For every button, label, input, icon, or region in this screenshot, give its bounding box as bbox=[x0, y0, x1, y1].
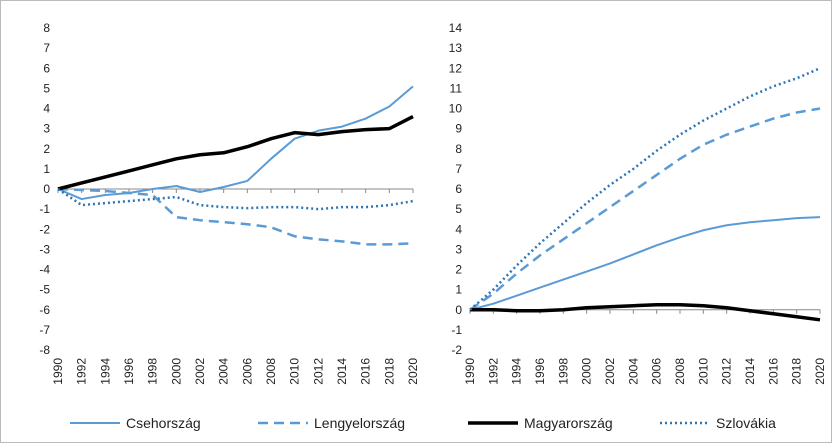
x-tick-label: 2012 bbox=[720, 358, 734, 385]
x-tick-label: 2012 bbox=[311, 358, 325, 385]
y-tick-label: -7 bbox=[39, 323, 50, 337]
series-line bbox=[469, 216, 821, 311]
y-tick-label: -2 bbox=[39, 222, 50, 236]
x-tick-label: 2020 bbox=[406, 358, 420, 385]
x-tick-label: 1998 bbox=[146, 358, 160, 385]
x-tick-label: 2018 bbox=[382, 358, 396, 385]
series-line bbox=[469, 107, 821, 311]
x-tick-label: 2004 bbox=[626, 358, 640, 385]
legend-label: Lengyelország bbox=[314, 415, 405, 431]
x-tick-label: 2010 bbox=[696, 358, 710, 385]
x-tick-label: 2006 bbox=[650, 358, 664, 385]
y-tick-label: -6 bbox=[39, 303, 50, 317]
y-tick-label: 8 bbox=[43, 21, 50, 35]
series-line bbox=[57, 114, 414, 191]
legend-label: Csehország bbox=[126, 415, 201, 431]
x-tick-label: 2000 bbox=[169, 358, 183, 385]
y-tick-label: 9 bbox=[455, 122, 462, 136]
legend-label: Szlovákia bbox=[716, 415, 776, 431]
x-tick-label: 2016 bbox=[766, 358, 780, 385]
series-line bbox=[470, 302, 821, 322]
x-tick-label: 1994 bbox=[98, 358, 112, 385]
x-tick-label: 2008 bbox=[264, 358, 278, 385]
y-tick-label: 8 bbox=[455, 142, 462, 156]
y-tick-label: 3 bbox=[43, 122, 50, 136]
y-tick-label: 0 bbox=[455, 303, 462, 317]
x-tick-label: 1996 bbox=[533, 358, 547, 385]
y-tick-label: 2 bbox=[43, 142, 50, 156]
x-tick-label: 1992 bbox=[75, 358, 89, 385]
y-tick-label: -4 bbox=[39, 263, 50, 277]
x-tick-label: 2018 bbox=[790, 358, 804, 385]
y-tick-label: 2 bbox=[455, 263, 462, 277]
x-tick-label: 2004 bbox=[217, 358, 231, 385]
x-tick-label: 1994 bbox=[510, 358, 524, 385]
y-tick-label: -1 bbox=[39, 202, 50, 216]
y-tick-label: -8 bbox=[39, 343, 50, 357]
y-tick-label: 3 bbox=[455, 242, 462, 256]
x-tick-label: 1992 bbox=[486, 358, 500, 385]
x-tick-label: 2014 bbox=[335, 358, 349, 385]
y-tick-label: 4 bbox=[455, 222, 462, 236]
x-tick-label: 2000 bbox=[580, 358, 594, 385]
y-tick-label: -1 bbox=[451, 323, 462, 337]
y-tick-label: 6 bbox=[43, 61, 50, 75]
x-tick-label: 1996 bbox=[122, 358, 136, 385]
y-tick-label: 5 bbox=[455, 202, 462, 216]
y-tick-label: 11 bbox=[450, 81, 463, 95]
y-tick-label: 6 bbox=[455, 182, 462, 196]
y-tick-label: -2 bbox=[451, 343, 462, 357]
x-tick-label: 2010 bbox=[288, 358, 302, 385]
y-tick-label: 7 bbox=[43, 41, 50, 55]
y-tick-label: 0 bbox=[43, 182, 50, 196]
series-line bbox=[57, 187, 414, 246]
y-tick-label: -3 bbox=[39, 242, 50, 256]
y-tick-label: 13 bbox=[449, 41, 463, 55]
x-tick-label: 2020 bbox=[813, 358, 827, 385]
y-tick-label: -5 bbox=[39, 283, 50, 297]
x-tick-label: 2002 bbox=[603, 358, 617, 385]
x-tick-label: 2002 bbox=[193, 358, 207, 385]
legend-label: Magyarország bbox=[524, 415, 613, 431]
y-tick-label: 12 bbox=[449, 61, 463, 75]
y-tick-label: 7 bbox=[455, 162, 462, 176]
x-tick-label: 2008 bbox=[673, 358, 687, 385]
x-tick-label: 1998 bbox=[556, 358, 570, 385]
x-tick-label: 2006 bbox=[240, 358, 254, 385]
series-line bbox=[469, 67, 821, 311]
y-tick-label: 10 bbox=[449, 102, 463, 116]
series-line bbox=[57, 85, 414, 201]
y-tick-label: 14 bbox=[449, 21, 463, 35]
x-tick-label: 2014 bbox=[743, 358, 757, 385]
y-tick-label: 1 bbox=[455, 283, 462, 297]
y-tick-label: 4 bbox=[43, 102, 50, 116]
x-tick-label: 1990 bbox=[51, 358, 65, 385]
x-tick-label: 1990 bbox=[463, 358, 477, 385]
y-tick-label: 1 bbox=[43, 162, 50, 176]
y-tick-label: 5 bbox=[43, 81, 50, 95]
x-tick-label: 2016 bbox=[359, 358, 373, 385]
